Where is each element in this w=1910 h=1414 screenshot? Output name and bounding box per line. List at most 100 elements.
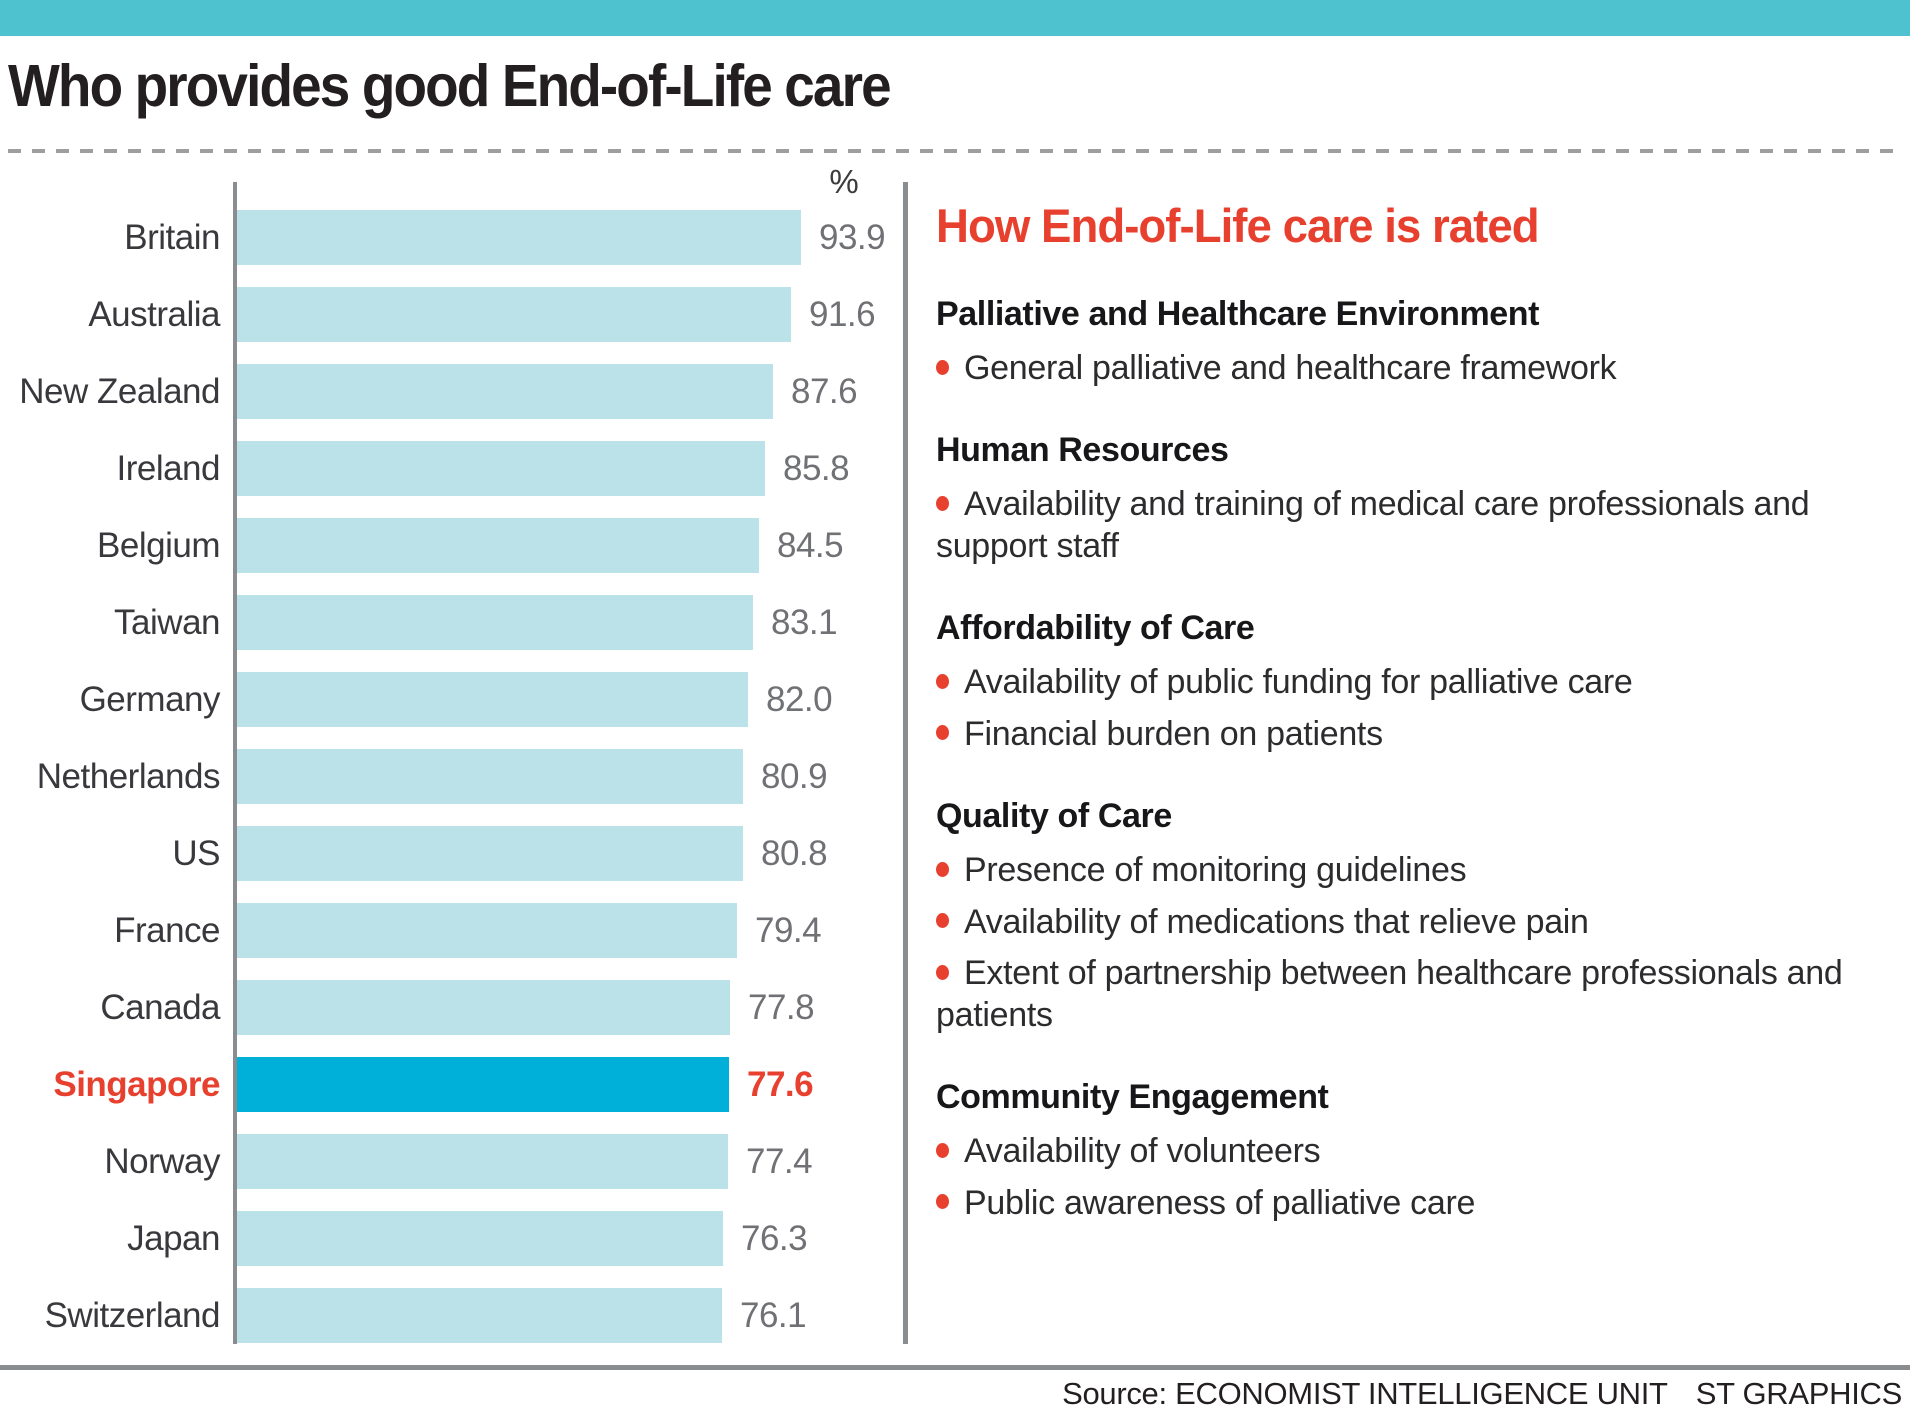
chart-row: US 80.8 [0, 826, 905, 881]
chart-row: Singapore 77.6 [0, 1057, 905, 1112]
country-label: Britain [124, 218, 220, 257]
value-label: 80.8 [761, 834, 828, 873]
country-bar [237, 1134, 728, 1189]
country-label: US [172, 834, 220, 873]
chart-row: Switzerland 76.1 [0, 1288, 905, 1343]
country-bar [237, 749, 743, 804]
country-bar [237, 1057, 729, 1112]
bullet-item: Availability of medications that relieve… [936, 902, 1856, 943]
value-label: 87.6 [791, 372, 858, 411]
footer-rule [0, 1365, 1910, 1370]
bullet-item: Presence of monitoring guidelines [936, 850, 1856, 891]
country-label: Norway [104, 1142, 220, 1181]
top-banner [0, 0, 1910, 36]
country-bar [237, 1211, 723, 1266]
rating-section: Affordability of Care Availability of pub… [936, 609, 1856, 755]
value-label: 83.1 [771, 603, 838, 642]
country-bar [237, 672, 748, 727]
chart-row: Ireland 85.8 [0, 441, 905, 496]
source-text: Source: ECONOMIST INTELLIGENCE UNIT [1062, 1376, 1668, 1411]
y-axis-line [233, 182, 237, 1344]
value-label: 93.9 [819, 218, 886, 257]
chart-row: Britain 93.9 [0, 210, 905, 265]
bullet-dot-icon [936, 964, 949, 980]
bullet-dot-icon [936, 359, 949, 375]
country-bar [237, 903, 737, 958]
chart-row: Netherlands 80.9 [0, 749, 905, 804]
country-label: Switzerland [44, 1296, 221, 1335]
footer: Source: ECONOMIST INTELLIGENCE UNIT ST GR… [1062, 1376, 1902, 1412]
rating-section: Human Resources Availability and training… [936, 431, 1856, 567]
country-bar [237, 595, 753, 650]
country-bar [237, 441, 765, 496]
dashed-separator [8, 149, 1902, 153]
section-heading: Affordability of Care [936, 609, 1255, 648]
page-title: Who provides good End-of-Life care [8, 53, 892, 119]
value-label: 76.3 [741, 1219, 808, 1258]
chart-row: Taiwan 83.1 [0, 595, 905, 650]
country-bar [237, 364, 773, 419]
chart-row: New Zealand 87.6 [0, 364, 905, 419]
bullet-item: Availability of volunteers [936, 1131, 1856, 1172]
percent-unit-label: % [829, 163, 859, 200]
country-label: Japan [127, 1219, 220, 1258]
country-label: France [114, 911, 220, 950]
value-label: 84.5 [777, 526, 844, 565]
section-heading: Palliative and Healthcare Environment [936, 295, 1540, 333]
section-heading: Community Engagement [936, 1078, 1329, 1117]
bullet-dot-icon [936, 673, 949, 689]
value-label: 76.1 [740, 1296, 807, 1335]
chart-row: France 79.4 [0, 903, 905, 958]
chart-row: Australia 91.6 [0, 287, 905, 342]
panel-divider [903, 182, 908, 1344]
chart-row: Japan 76.3 [0, 1211, 905, 1266]
rating-section: Community Engagement Availability of volu… [936, 1078, 1856, 1224]
graphics-credit: ST GRAPHICS [1695, 1376, 1903, 1411]
value-label: 77.4 [746, 1142, 813, 1181]
country-label: Belgium [97, 526, 220, 565]
bullet-item: General palliative and healthcare framew… [936, 348, 1856, 389]
bullet-item: Financial burden on patients [936, 714, 1856, 755]
bullet-item: Availability and training of medical car… [936, 485, 1810, 565]
value-label: 77.8 [748, 988, 815, 1027]
country-label: Singapore [53, 1065, 220, 1104]
chart-row: Norway 77.4 [0, 1134, 905, 1189]
section-heading: Human Resources [936, 431, 1229, 470]
chart-row: Belgium 84.5 [0, 518, 905, 573]
country-label: Netherlands [36, 757, 221, 796]
country-bar [237, 210, 801, 265]
bullet-dot-icon [936, 1142, 949, 1158]
country-bar [237, 980, 730, 1035]
bullet-item: Extent of partnership between healthcare… [936, 954, 1843, 1034]
rating-panel: How End-of-Life care is rated Palliative… [936, 198, 1856, 1224]
bullet-item: Public awareness of palliative care [936, 1183, 1856, 1224]
country-bar [237, 287, 791, 342]
panel-title: How End-of-Life care is rated [936, 199, 1540, 252]
rating-section: Palliative and Healthcare Environment Gen… [936, 295, 1856, 389]
rating-section: Quality of Care Presence of monitoring gu… [936, 797, 1856, 1036]
country-label: Ireland [116, 449, 220, 488]
bullet-dot-icon [936, 1194, 949, 1210]
section-heading: Quality of Care [936, 797, 1172, 836]
bullet-item: Availability of public funding for palli… [936, 662, 1856, 703]
bullet-dot-icon [936, 495, 949, 511]
bullet-dot-icon [936, 725, 949, 741]
chart-row: Germany 82.0 [0, 672, 905, 727]
value-label: 82.0 [766, 680, 833, 719]
panel-sections: Palliative and Healthcare Environment Gen… [936, 295, 1856, 1224]
bullet-dot-icon [936, 913, 949, 929]
country-bar [237, 1288, 722, 1343]
country-bar [237, 518, 759, 573]
value-label: 91.6 [809, 295, 876, 334]
country-bar [237, 826, 743, 881]
bullet-dot-icon [936, 861, 949, 877]
country-label: Australia [88, 295, 220, 334]
country-label: Germany [79, 680, 221, 719]
value-label: 77.6 [747, 1065, 814, 1104]
country-label: Taiwan [114, 603, 220, 642]
country-label: New Zealand [19, 372, 220, 411]
chart-row: Canada 77.8 [0, 980, 905, 1035]
value-label: 85.8 [783, 449, 850, 488]
value-label: 79.4 [755, 911, 822, 950]
value-label: 80.9 [761, 757, 828, 796]
